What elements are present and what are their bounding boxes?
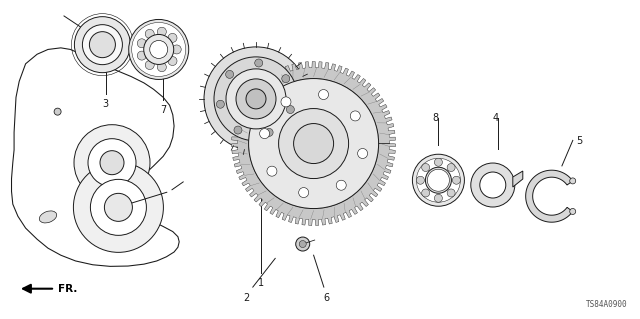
Circle shape <box>480 172 506 198</box>
Circle shape <box>90 32 115 58</box>
Circle shape <box>144 34 173 64</box>
Polygon shape <box>525 170 573 222</box>
FancyBboxPatch shape <box>308 91 326 107</box>
Circle shape <box>145 29 154 38</box>
Polygon shape <box>232 62 396 226</box>
Text: 6: 6 <box>323 293 330 303</box>
Text: 2: 2 <box>243 293 250 303</box>
Circle shape <box>336 180 346 190</box>
Text: 3: 3 <box>102 99 109 109</box>
Circle shape <box>157 63 166 72</box>
Circle shape <box>570 178 576 184</box>
Circle shape <box>145 61 154 70</box>
Circle shape <box>426 167 451 193</box>
Circle shape <box>138 51 147 60</box>
Circle shape <box>255 59 262 67</box>
Text: 4: 4 <box>493 113 499 123</box>
Circle shape <box>265 129 273 137</box>
Circle shape <box>358 148 367 159</box>
Circle shape <box>422 164 429 172</box>
Circle shape <box>299 188 308 197</box>
Circle shape <box>286 106 294 114</box>
Circle shape <box>132 22 186 77</box>
Circle shape <box>294 123 333 164</box>
Circle shape <box>54 108 61 115</box>
Circle shape <box>74 17 131 73</box>
Circle shape <box>246 89 266 109</box>
Circle shape <box>150 41 168 58</box>
Circle shape <box>248 78 379 209</box>
Circle shape <box>447 164 455 172</box>
Circle shape <box>234 126 242 134</box>
Circle shape <box>100 151 124 175</box>
Circle shape <box>157 27 166 36</box>
Circle shape <box>319 90 328 100</box>
Circle shape <box>236 79 276 119</box>
Circle shape <box>104 193 132 221</box>
Circle shape <box>278 108 349 179</box>
Circle shape <box>226 70 234 78</box>
Circle shape <box>281 97 291 107</box>
Text: FR.: FR. <box>58 284 77 294</box>
Circle shape <box>214 57 298 141</box>
Circle shape <box>417 176 424 184</box>
Circle shape <box>168 56 177 65</box>
Circle shape <box>417 158 460 202</box>
Circle shape <box>435 194 442 202</box>
Circle shape <box>412 154 465 206</box>
Circle shape <box>74 125 150 201</box>
Circle shape <box>204 47 308 151</box>
Circle shape <box>471 163 515 207</box>
Circle shape <box>300 241 306 248</box>
Circle shape <box>88 139 136 187</box>
Circle shape <box>129 19 189 79</box>
Circle shape <box>172 45 181 54</box>
Ellipse shape <box>39 211 57 223</box>
Circle shape <box>282 75 290 83</box>
Circle shape <box>267 166 277 176</box>
Polygon shape <box>513 171 523 187</box>
Circle shape <box>435 158 442 166</box>
Circle shape <box>260 129 269 139</box>
Circle shape <box>138 39 147 48</box>
Circle shape <box>168 33 177 42</box>
Circle shape <box>422 189 429 197</box>
Circle shape <box>83 25 122 65</box>
Circle shape <box>226 69 286 129</box>
Circle shape <box>570 209 576 214</box>
Text: 7: 7 <box>160 105 166 115</box>
Text: TS84A0900: TS84A0900 <box>586 300 628 309</box>
Circle shape <box>296 237 310 251</box>
Circle shape <box>428 169 449 191</box>
Circle shape <box>452 176 460 184</box>
Circle shape <box>90 179 147 235</box>
Text: 1: 1 <box>258 278 264 287</box>
Text: 8: 8 <box>432 113 438 123</box>
Text: 5: 5 <box>576 136 582 145</box>
Circle shape <box>447 189 455 197</box>
Circle shape <box>350 111 360 121</box>
Polygon shape <box>12 48 179 266</box>
Circle shape <box>216 100 225 108</box>
Circle shape <box>74 162 163 252</box>
